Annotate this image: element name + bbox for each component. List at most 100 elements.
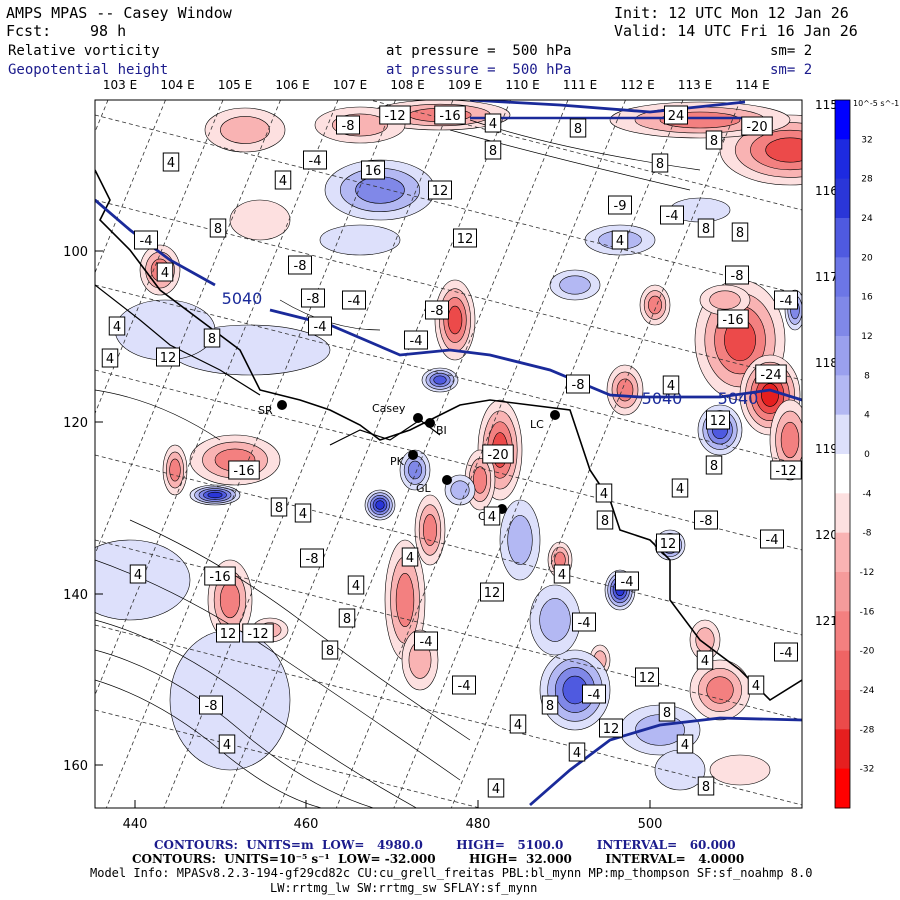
contour-label-text: -4 bbox=[666, 209, 679, 224]
contour-label-text: -8 bbox=[306, 552, 319, 567]
longitude-label: 108 E bbox=[390, 78, 424, 92]
contour-label-text: 4 bbox=[106, 352, 114, 367]
contour-label-text: 4 bbox=[514, 718, 522, 733]
negative-vorticity-contour bbox=[423, 514, 436, 545]
positive-vorticity-contour bbox=[560, 276, 591, 294]
colorbar-tick-label: 28 bbox=[861, 175, 873, 185]
contour-label-text: -8 bbox=[731, 269, 744, 284]
colorbar-tick-label: 4 bbox=[864, 411, 870, 421]
contour-label-text: -24 bbox=[760, 368, 781, 383]
contour-label-text: 4 bbox=[488, 510, 496, 525]
longitude-line bbox=[393, 100, 683, 810]
contour-label-text: -8 bbox=[572, 378, 585, 393]
positive-vorticity-contour bbox=[540, 598, 571, 641]
colorbar-swatch bbox=[835, 454, 850, 494]
colorbar-swatch bbox=[835, 611, 850, 651]
negative-vorticity-contour bbox=[710, 291, 741, 309]
y-tick-label: 100 bbox=[63, 245, 88, 260]
station-marker bbox=[425, 418, 435, 428]
contour-label-text: 8 bbox=[702, 222, 710, 237]
longitude-label: 107 E bbox=[333, 78, 367, 92]
contour-label-text: 4 bbox=[558, 568, 566, 583]
longitude-label: 104 E bbox=[160, 78, 194, 92]
positive-vorticity-contour bbox=[434, 376, 447, 384]
longitude-line bbox=[0, 100, 166, 810]
colorbar-swatch bbox=[835, 493, 850, 533]
longitude-label: 103 E bbox=[103, 78, 137, 92]
contour-label-text: 12 bbox=[603, 722, 620, 737]
contour-label-text: 4 bbox=[406, 551, 414, 566]
contour-label-text: -4 bbox=[314, 320, 327, 335]
contour-label-text: 8 bbox=[343, 612, 351, 627]
colorbar-unit: 10^-5 s^-1 bbox=[853, 99, 899, 108]
contour-label-text: -16 bbox=[722, 313, 743, 328]
negative-vorticity-contour bbox=[220, 582, 240, 618]
contour-label-text: 4 bbox=[134, 568, 142, 583]
contour-label-text: 4 bbox=[667, 379, 675, 394]
contour-label-text: 12 bbox=[660, 537, 677, 552]
colorbar-tick-label: -12 bbox=[860, 568, 875, 578]
station-label: LC bbox=[530, 418, 544, 431]
colorbar-swatch bbox=[835, 297, 850, 337]
contour-label-text: 12 bbox=[639, 671, 656, 686]
contour-label-text: -4 bbox=[588, 688, 601, 703]
contour-label-text: 4 bbox=[752, 679, 760, 694]
colorbar-swatch bbox=[835, 769, 850, 809]
contour-label-text: 8 bbox=[208, 332, 216, 347]
contour-label-text: 8 bbox=[326, 644, 334, 659]
coastline bbox=[95, 170, 802, 700]
contour-label-text: 8 bbox=[736, 226, 744, 241]
contour-label-text: 12 bbox=[484, 586, 501, 601]
vorticity-map: 504050405040SRCaseyBIPKGLCPLC-12-164824-… bbox=[0, 0, 900, 900]
colorbar-swatch bbox=[835, 336, 850, 376]
colorbar-tick-label: 16 bbox=[861, 293, 873, 303]
colorbar-swatch bbox=[835, 218, 850, 258]
contour-label-text: 8 bbox=[601, 514, 609, 529]
negative-vorticity-contour bbox=[220, 116, 269, 143]
colorbar-swatch bbox=[835, 651, 850, 691]
contour-label-text: 4 bbox=[573, 746, 581, 761]
station-label: PK bbox=[390, 455, 405, 468]
colorbar-tick-label: 0 bbox=[864, 450, 870, 460]
colorbar-tick-label: -28 bbox=[860, 725, 875, 735]
station-marker bbox=[442, 475, 452, 485]
colorbar-tick-label: -24 bbox=[860, 686, 875, 696]
plot-area: 504050405040SRCaseyBIPKGLCPLC-12-164824-… bbox=[0, 30, 860, 890]
contour-label-text: 8 bbox=[710, 459, 718, 474]
colorbar-swatch bbox=[835, 375, 850, 415]
longitude-label: 113 E bbox=[678, 78, 712, 92]
negative-vorticity-contour bbox=[766, 138, 815, 162]
station-label: Casey bbox=[372, 402, 406, 415]
contour-label-text: 4 bbox=[161, 266, 169, 281]
contour-label-text: -4 bbox=[410, 334, 423, 349]
colorbar-swatch bbox=[835, 729, 850, 769]
station-marker bbox=[408, 450, 418, 460]
contour-label-text: 8 bbox=[214, 222, 222, 237]
longitude-label: 105 E bbox=[218, 78, 252, 92]
contour-label-text: 4 bbox=[113, 320, 121, 335]
negative-vorticity-contour bbox=[396, 573, 414, 626]
contour-label-text: -8 bbox=[307, 292, 320, 307]
y-tick-label: 160 bbox=[63, 759, 88, 774]
contour-label-text: -9 bbox=[614, 199, 627, 214]
height-label: 5040 bbox=[222, 289, 263, 308]
contour-label-text: -8 bbox=[205, 699, 218, 714]
model-info: Model Info: MPASv8.2.3-194-gf29cd82c CU:… bbox=[90, 866, 812, 880]
contour-label-text: 4 bbox=[676, 482, 684, 497]
longitude-label: 110 E bbox=[505, 78, 539, 92]
colorbar-tick-label: 24 bbox=[861, 214, 873, 224]
y-tick-label: 140 bbox=[63, 588, 88, 603]
contour-label-text: -16 bbox=[233, 464, 254, 479]
x-tick-label: 500 bbox=[638, 817, 663, 832]
contour-label-text: -12 bbox=[247, 627, 268, 642]
longitude-label: 106 E bbox=[275, 78, 309, 92]
colorbar-swatch bbox=[835, 690, 850, 730]
colorbar-swatch bbox=[835, 100, 850, 140]
station-marker bbox=[277, 400, 287, 410]
contour-label-text: -4 bbox=[140, 234, 153, 249]
colorbar-tick-label: -16 bbox=[860, 607, 875, 617]
contour-label-text: 12 bbox=[160, 351, 177, 366]
station-label: SR bbox=[258, 404, 273, 417]
negative-vorticity-contour bbox=[170, 459, 181, 481]
contour-label-text: 4 bbox=[600, 487, 608, 502]
